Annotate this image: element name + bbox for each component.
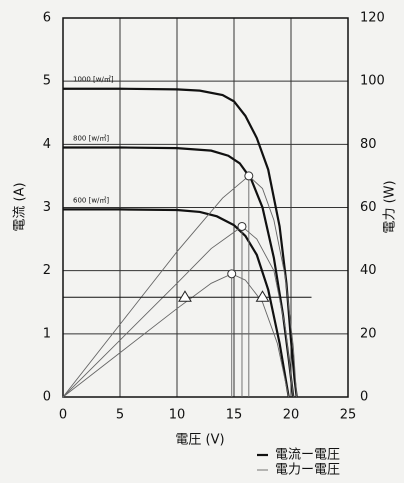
series-line — [63, 208, 290, 398]
y-tick-label: 6 — [43, 11, 51, 26]
peak-marker — [227, 269, 237, 279]
y-tick-label: 4 — [43, 137, 51, 152]
peak-marker — [244, 171, 254, 181]
y2-tick-label: 100 — [360, 74, 385, 89]
y2-tick-label: 80 — [360, 137, 377, 152]
legend-label: 電流ー電圧 — [275, 448, 340, 463]
y-tick-label: 1 — [43, 326, 51, 341]
y-tick-label: 0 — [43, 390, 51, 405]
y2-tick-label: 20 — [360, 326, 377, 341]
legend-label: 電力ー電圧 — [275, 463, 340, 478]
x-tick-label: 25 — [340, 408, 357, 423]
x-tick-label: 5 — [116, 408, 124, 423]
triangle-marker — [178, 290, 192, 302]
series-line — [62, 175, 298, 398]
irradiance-label: 800 [w/㎡] — [73, 134, 109, 142]
irradiance-label: 1000 [w/㎡] — [73, 76, 114, 84]
triangle-marker — [255, 290, 270, 302]
peak-marker — [237, 221, 247, 231]
x-tick-label: 0 — [59, 408, 67, 423]
series-line — [63, 87, 298, 398]
irradiance-label: 600 [w/㎡] — [73, 196, 109, 204]
y2-axis-label: 電力 (W) — [383, 180, 398, 233]
y2-tick-label: 60 — [360, 200, 377, 215]
y-tick-label: 5 — [43, 74, 51, 89]
x-axis-label: 電圧 (V) — [175, 433, 224, 448]
y-tick-label: 2 — [43, 263, 51, 278]
y2-tick-label: 0 — [360, 390, 368, 405]
y2-tick-label: 120 — [360, 11, 385, 26]
x-tick-label: 20 — [283, 408, 300, 423]
x-tick-label: 10 — [169, 408, 186, 423]
series-line — [62, 273, 290, 398]
y-axis-label: 電流 (A) — [13, 182, 28, 231]
x-tick-label: 15 — [226, 408, 243, 423]
y-tick-label: 3 — [43, 200, 51, 215]
plot-frame — [62, 17, 349, 398]
series-line — [62, 225, 294, 398]
y2-tick-label: 40 — [360, 263, 377, 278]
